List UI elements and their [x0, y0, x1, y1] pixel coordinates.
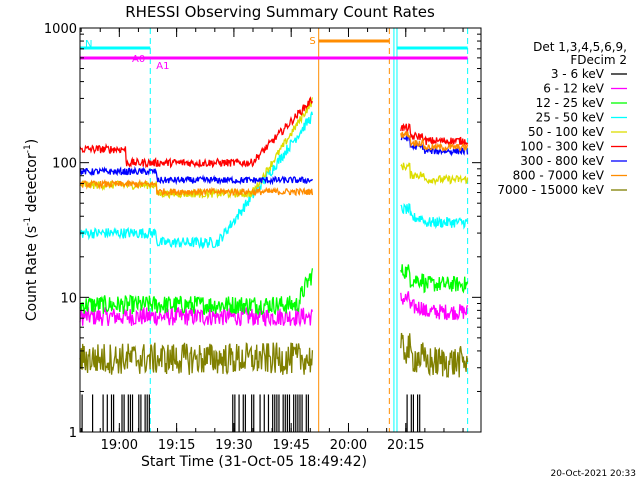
y-axis: 1 10 100 1000	[44, 22, 481, 441]
x-tick-label: 19:00	[101, 438, 138, 453]
x-tick-label: 19:45	[272, 438, 309, 453]
y-axis-label-part: )	[24, 139, 40, 144]
legend-label: 12 - 25 keV	[536, 96, 605, 110]
series-800-7000kev	[79, 131, 469, 197]
y-axis-label: Count Rate (s-1 detector-1)	[23, 139, 40, 321]
footer-date: 20-Oct-2021 20:33	[551, 469, 636, 479]
data-line	[79, 96, 314, 169]
y-tick-label: 100	[52, 157, 77, 172]
series-7000-15000kev	[79, 332, 469, 378]
y-tick-label: 1000	[44, 22, 77, 37]
legend-label: 6 - 12 keV	[543, 82, 605, 96]
data-line	[79, 178, 314, 197]
data-line	[400, 162, 469, 186]
series-25-50kev	[79, 111, 468, 250]
data-line	[400, 291, 469, 321]
chart-title: RHESSI Observing Summary Count Rates	[125, 3, 435, 21]
data-line	[79, 306, 314, 328]
y-axis-label-part: Count Rate (s	[24, 226, 40, 321]
y-axis-label-part: -1	[23, 144, 33, 153]
data-line	[400, 131, 469, 153]
plot-frame	[79, 27, 482, 433]
data-line	[400, 332, 469, 378]
data-line	[400, 264, 469, 294]
data-line	[79, 268, 314, 316]
data-line	[79, 342, 314, 376]
y-tick-label: 1	[69, 426, 77, 441]
legend-label: 50 - 100 keV	[528, 125, 605, 139]
legend-label: 25 - 50 keV	[536, 111, 605, 125]
series-100-300kev	[79, 96, 469, 169]
data-line	[400, 133, 469, 157]
series-6-12kev	[79, 291, 469, 328]
data-line	[400, 202, 468, 230]
legend-label: 300 - 800 keV	[520, 154, 604, 168]
legend-header: FDecim 2	[570, 53, 627, 67]
series-300-800kev	[79, 133, 469, 186]
series-3-6kev	[81, 394, 421, 432]
x-axis: 19:00 19:15 19:30 19:45 20:00 20:15	[80, 28, 464, 453]
y-tick-label: 10	[60, 291, 77, 306]
x-tick-label: 19:30	[215, 438, 252, 453]
flag-label: S	[309, 36, 315, 47]
flag-label: N	[85, 39, 92, 50]
data-line	[400, 122, 469, 148]
legend-header: Det 1,3,4,5,6,9,	[533, 40, 627, 54]
flag-label: A1	[156, 61, 169, 72]
plot-area: N A0 A1 S	[79, 28, 469, 432]
legend-label: 800 - 7000 keV	[513, 169, 605, 183]
data-line	[79, 111, 314, 250]
flag-label: A0	[132, 54, 145, 65]
y-axis-label-part: -1	[23, 217, 33, 226]
series-12-25kev	[79, 264, 469, 316]
x-tick-label: 20:00	[330, 438, 367, 453]
legend-label: 3 - 6 keV	[551, 67, 605, 81]
legend-label: 7000 - 15000 keV	[497, 183, 604, 197]
y-axis-label-part: detector	[24, 153, 40, 217]
x-axis-label: Start Time (31-Oct-05 18:49:42)	[141, 454, 367, 470]
data-line	[79, 166, 313, 186]
legend-label: 100 - 300 keV	[520, 140, 604, 154]
x-tick-label: 19:15	[158, 438, 195, 453]
x-tick-label: 20:15	[387, 438, 424, 453]
